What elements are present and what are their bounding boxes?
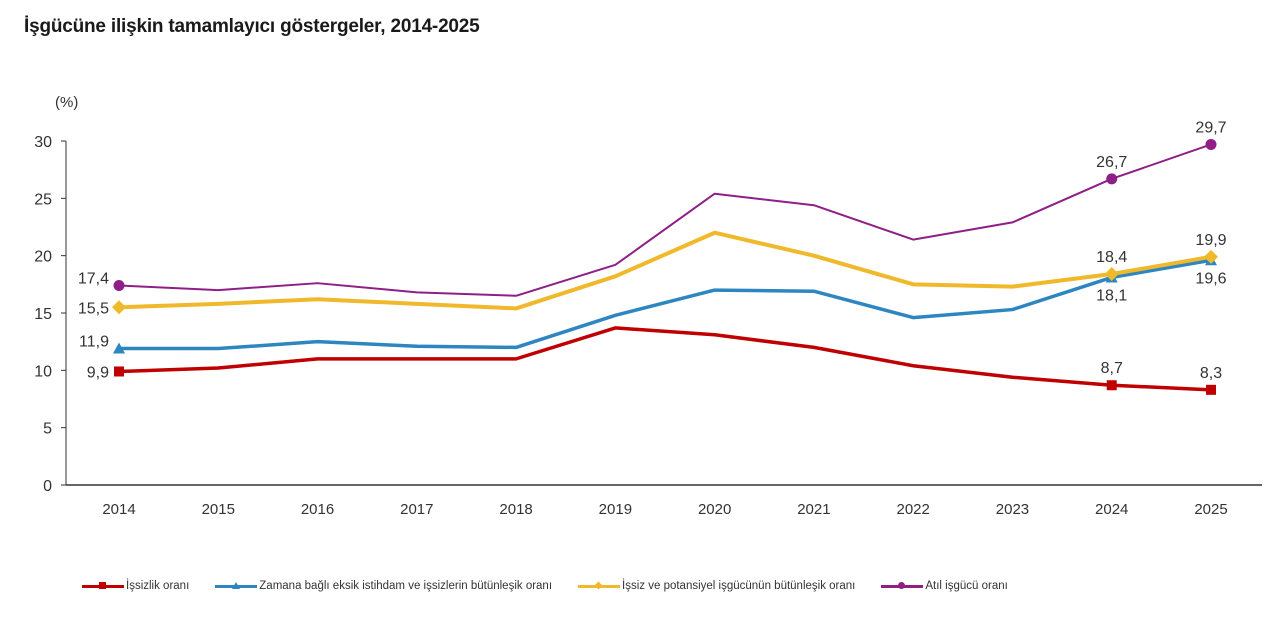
data-label: 17,4 (78, 270, 109, 287)
data-label: 19,6 (1195, 270, 1226, 287)
legend-item: İşsizlik oranı (82, 580, 189, 592)
series-markers (112, 138, 1218, 395)
chart-title: İşgücüne ilişkin tamamlayıcı göstergeler… (24, 16, 480, 37)
x-tick-label: 2024 (1095, 501, 1128, 518)
series-line (118, 326, 1212, 392)
legend-item: İşsiz ve potansiyel işgücünün bütünleşik… (578, 580, 855, 592)
series-lines (118, 143, 1212, 392)
data-label: 8,3 (1200, 365, 1222, 382)
x-tick-label: 2015 (202, 501, 235, 518)
x-tick-label: 2018 (499, 501, 532, 518)
series-line (118, 143, 1212, 297)
data-point-square-marker (1206, 384, 1216, 395)
data-label: 18,1 (1096, 287, 1127, 304)
legend-swatch-diamond-icon (578, 581, 621, 591)
legend-swatch-square-icon (82, 581, 124, 591)
y-tick-label: 10 (34, 363, 52, 380)
x-tick-label: 2016 (301, 501, 334, 518)
data-point-circle-marker (113, 279, 125, 291)
data-point-triangle-marker (113, 342, 125, 354)
series-line (119, 258, 1212, 351)
legend-swatch-triangle-icon (215, 581, 258, 591)
data-point-square-marker (114, 366, 124, 377)
x-tick-label: 2021 (797, 501, 830, 518)
data-point-diamond-marker (112, 300, 126, 315)
x-tick-label: 2022 (896, 501, 929, 518)
legend-item: Atıl işgücü oranı (881, 580, 1008, 592)
data-label: 18,4 (1096, 249, 1127, 266)
data-label: 15,5 (78, 300, 109, 317)
data-point-circle-marker (1205, 138, 1217, 150)
legend-label: İşsiz ve potansiyel işgücünün bütünleşik… (622, 580, 856, 592)
data-point-diamond-marker (1204, 249, 1218, 264)
legend-swatch-circle-icon (881, 581, 924, 591)
data-labels: 9,9 8,7 8,3 11,9 18,1 19,6 15,5 18,4 19,9 17,4 26,… (78, 119, 1227, 381)
data-label: 26,7 (1096, 154, 1127, 171)
data-label: 8,7 (1101, 360, 1123, 377)
x-tick-label: 2014 (102, 501, 135, 518)
x-tick-label: 2025 (1194, 501, 1227, 518)
x-tick-label: 2023 (996, 501, 1029, 518)
y-tick-label: 15 (34, 306, 52, 323)
data-label: 11,9 (79, 334, 109, 351)
y-tick-label: 20 (34, 249, 52, 266)
data-point-square-marker (1106, 380, 1117, 391)
y-tick-label: 0 (43, 478, 52, 495)
x-tick-label: 2020 (698, 501, 731, 518)
data-point-diamond-marker (1104, 267, 1119, 282)
x-tick-label: 2017 (400, 501, 433, 518)
y-tick-label: 25 (34, 191, 52, 208)
data-label: 19,9 (1195, 232, 1226, 249)
legend-item: Zamana bağlı eksik istihdam ve işsizleri… (215, 580, 552, 592)
series-line (118, 230, 1212, 311)
legend: İşsizlik oranı Zamana bağlı eksik istihda… (82, 580, 1034, 592)
data-label: 29,7 (1195, 119, 1226, 136)
data-point-circle-marker (1106, 173, 1118, 185)
y-tick-label: 30 (34, 134, 52, 151)
y-tick-label: 5 (43, 421, 52, 438)
data-label: 9,9 (87, 364, 109, 381)
legend-label: Zamana bağlı eksik istihdam ve işsizleri… (259, 580, 553, 592)
y-axis-unit-label: (%) (55, 94, 78, 111)
x-tick-label: 2019 (599, 501, 632, 518)
legend-label: İşsizlik oranı (126, 580, 190, 592)
legend-label: Atıl işgücü oranı (925, 580, 1008, 592)
